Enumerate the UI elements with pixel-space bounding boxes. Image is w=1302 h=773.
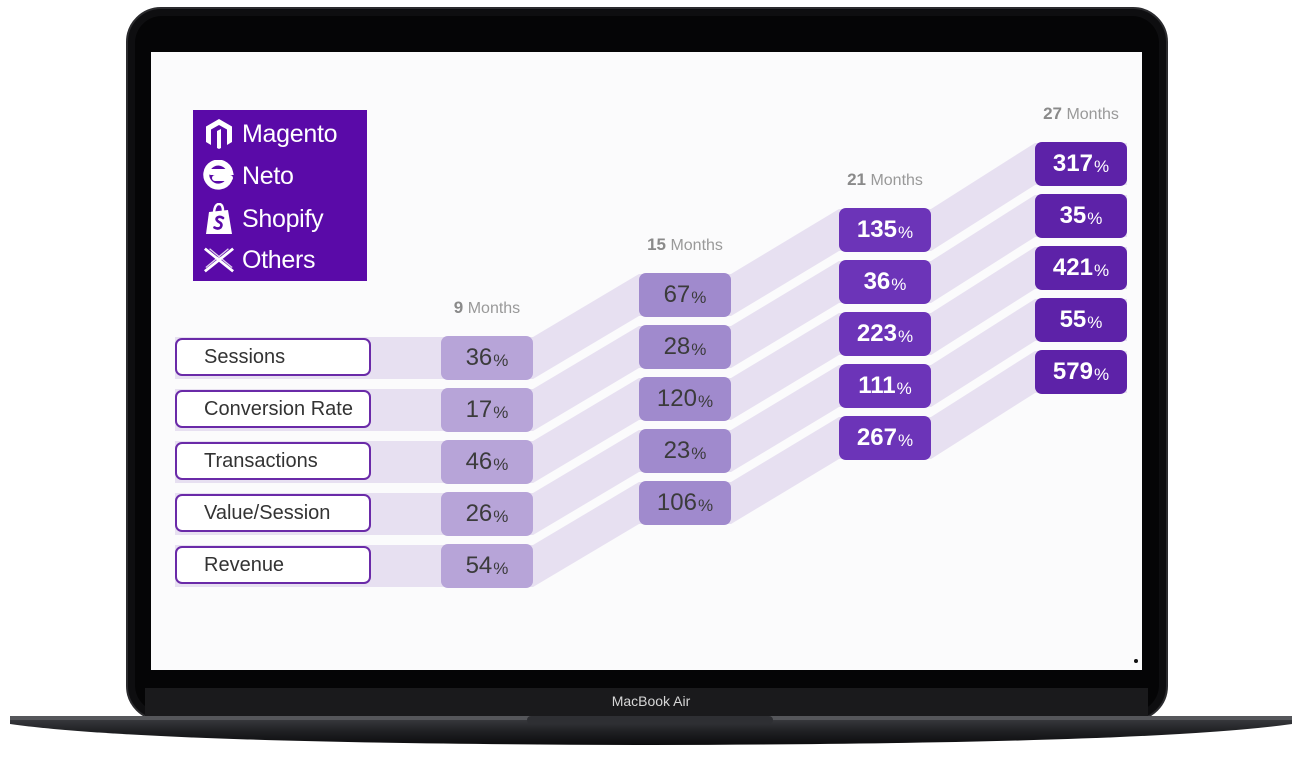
value-15m-value-session: 23% [639,429,731,473]
platform-shopify: Shopify [203,201,324,237]
platform-neto: Neto [203,158,294,194]
value-15m-sessions: 67% [639,273,731,317]
column-header: 9 Months [417,298,557,318]
value-unit: % [1087,209,1103,228]
value-9m-conversion-rate: 17% [441,388,533,432]
column-header-number: 9 [453,298,464,317]
column-header-number: 15 [647,235,666,254]
value-27m-value-session: 55% [1035,298,1127,342]
value-unit: % [691,444,707,463]
platform-magento: Magento [203,116,338,152]
value-number: 55 [1059,306,1087,333]
value-unit: % [1093,365,1110,384]
metric-label-transactions: Transactions [175,442,371,480]
value-number: 54 [465,552,493,579]
neto-icon [203,160,235,192]
platforms-panel: Magento Neto Shopify Others [193,110,367,281]
value-number: 35 [1059,202,1087,229]
platform-others: Others [203,242,316,278]
value-number: 67 [663,281,691,308]
value-unit: % [493,455,509,474]
value-9m-transactions: 46% [441,440,533,484]
column-header: 21 Months [815,170,955,190]
value-number: 135 [856,216,897,243]
value-9m-revenue: 54% [441,544,533,588]
value-number: 120 [656,385,697,412]
shopify-icon [203,203,235,235]
column-header-unit: Months [463,300,521,317]
value-number: 23 [663,437,691,464]
value-number: 26 [465,500,493,527]
value-15m-conversion-rate: 28% [639,325,731,369]
value-unit: % [493,403,509,422]
value-unit: % [493,507,509,526]
value-unit: % [697,392,714,411]
column-header: 15 Months [615,235,755,255]
screen: Magento Neto Shopify Others Sessions Conv… [151,52,1142,670]
value-unit: % [891,275,907,294]
value-number: 106 [656,489,697,516]
value-15m-revenue: 106% [639,481,731,525]
platform-label: Magento [242,119,338,148]
value-21m-revenue: 267% [839,416,931,460]
device-brand-label: MacBook Air [611,693,691,709]
value-unit: % [896,379,912,398]
value-unit: % [897,223,914,242]
value-number: 36 [863,268,891,295]
value-27m-conversion-rate: 35% [1035,194,1127,238]
column-header-number: 27 [1043,104,1062,123]
column-header-unit: Months [866,172,923,189]
value-21m-value-session: 111% [839,364,931,408]
value-21m-sessions: 135% [839,208,931,252]
value-number: 267 [856,424,897,451]
corner-dot [1134,659,1138,663]
platform-label: Others [242,245,316,274]
value-27m-sessions: 317% [1035,142,1127,186]
value-unit: % [493,559,509,578]
column-header-number: 21 [847,170,866,189]
column-header-unit: Months [1062,106,1119,123]
value-21m-conversion-rate: 36% [839,260,931,304]
value-unit: % [691,340,707,359]
value-number: 36 [465,344,493,371]
metric-label-revenue: Revenue [175,546,371,584]
others-x-icon [203,244,235,276]
value-number: 17 [465,396,493,423]
metric-label-value-session: Value/Session [175,494,371,532]
metric-label-sessions: Sessions [175,338,371,376]
value-number: 579 [1052,358,1093,385]
value-27m-revenue: 579% [1035,350,1127,394]
value-unit: % [1087,313,1103,332]
value-21m-transactions: 223% [839,312,931,356]
value-number: 317 [1052,150,1093,177]
value-unit: % [897,327,914,346]
column-header-unit: Months [666,237,723,254]
value-unit: % [897,431,914,450]
value-number: 46 [465,448,493,475]
magento-icon [203,118,235,150]
value-9m-value-session: 26% [441,492,533,536]
value-number: 223 [856,320,897,347]
value-number: 421 [1052,254,1093,281]
value-27m-transactions: 421% [1035,246,1127,290]
value-unit: % [493,351,509,370]
metric-label-conversion-rate: Conversion Rate [175,390,371,428]
value-unit: % [1093,157,1110,176]
platform-label: Neto [242,161,294,190]
value-number: 111 [858,372,896,399]
value-15m-transactions: 120% [639,377,731,421]
value-number: 28 [663,333,691,360]
value-unit: % [697,496,714,515]
column-header: 27 Months [1011,104,1142,124]
platform-label: Shopify [242,204,324,233]
value-unit: % [691,288,707,307]
value-9m-sessions: 36% [441,336,533,380]
value-unit: % [1093,261,1110,280]
